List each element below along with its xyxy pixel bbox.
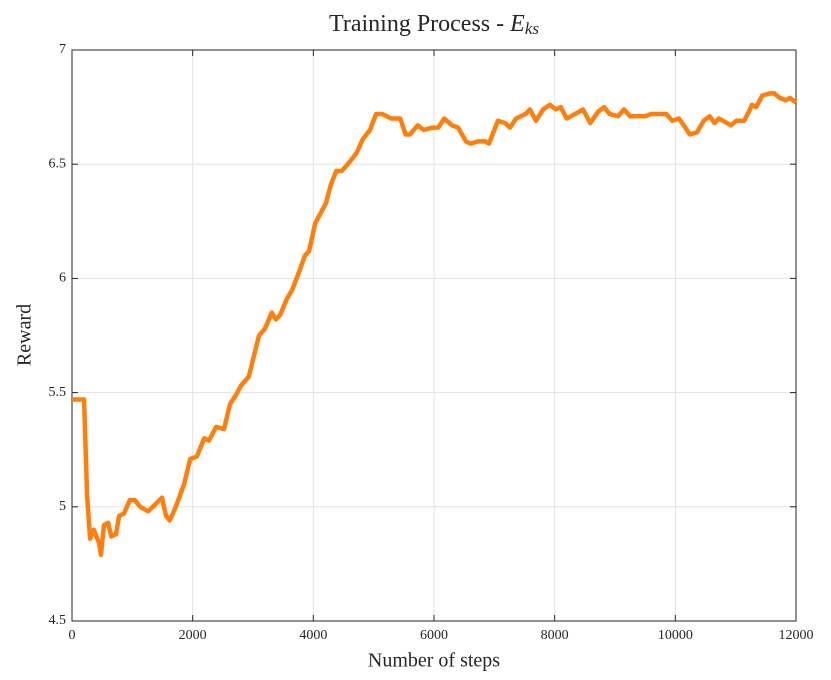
y-axis-label: Reward (14, 304, 36, 366)
chart-title: Training Process - Eks (329, 11, 539, 38)
x-axis-label: Number of steps (368, 650, 500, 672)
plot-frame (71, 49, 797, 622)
y-tick-label: 7 (59, 42, 66, 57)
y-tick-label: 6 (59, 271, 66, 286)
title-symbol: E (509, 11, 525, 37)
x-tick-label: 10000 (658, 628, 693, 643)
x-tick-label: 4000 (299, 628, 327, 643)
data-line (72, 91, 798, 558)
y-tick-label: 5.5 (49, 385, 67, 400)
title-text: Training Process - (329, 11, 504, 37)
x-tick-label: 0 (69, 628, 76, 643)
x-tick-label: 8000 (541, 628, 569, 643)
x-tick-label: 2000 (179, 628, 207, 643)
y-tick-label: 4.5 (49, 613, 67, 628)
x-tick-label: 6000 (420, 628, 448, 643)
y-tick-label: 6.5 (49, 156, 67, 171)
x-tick-label: 12000 (779, 628, 814, 643)
title-subscript: ks (525, 19, 540, 38)
y-tick-label: 5 (59, 499, 66, 514)
